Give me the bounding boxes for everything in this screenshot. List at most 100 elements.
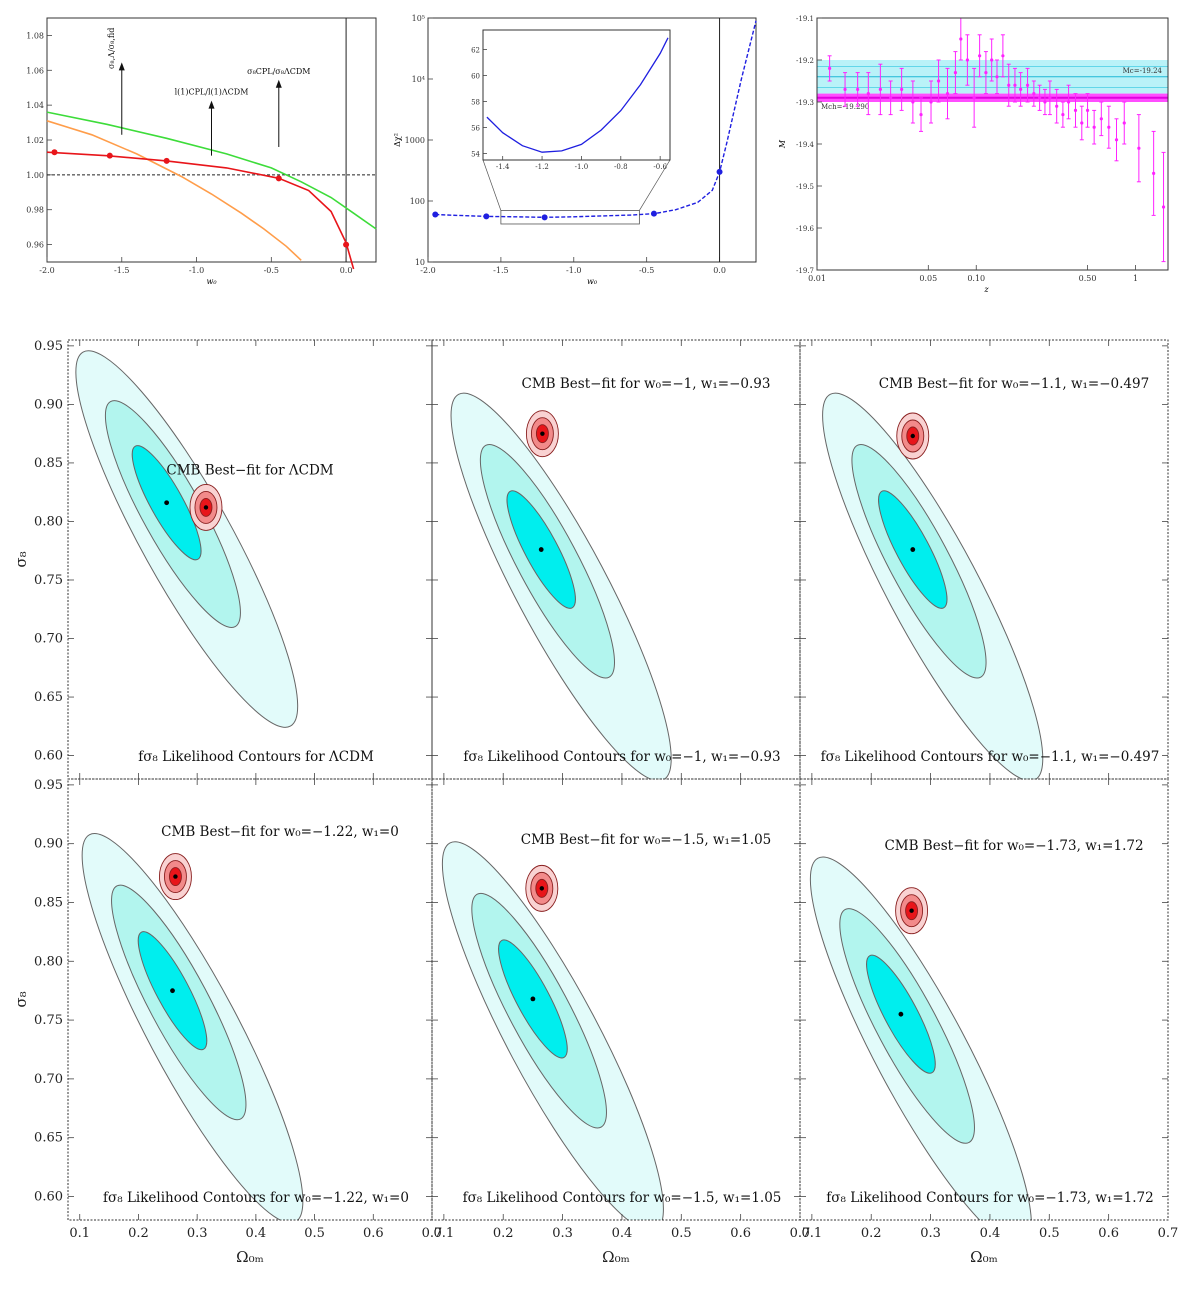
band-label: Mc=-19.24 — [1123, 67, 1163, 75]
data-point — [1043, 100, 1047, 104]
arrow-head-icon — [275, 79, 282, 88]
data-point — [1080, 121, 1084, 125]
data-point — [1001, 54, 1005, 58]
x-tick-label: -1.5 — [493, 266, 508, 275]
x-axis-label: Ω₀ₘ — [236, 1248, 264, 1266]
series-point — [650, 210, 657, 217]
plot-frame — [799, 778, 1169, 1221]
y-tick-label: 0.75 — [34, 573, 63, 588]
x-tick-label: -2.0 — [420, 266, 435, 275]
x-tick-label: 0.3 — [552, 1226, 573, 1241]
contour-plot-area — [441, 841, 664, 1220]
y-tick-label: 1.00 — [26, 171, 44, 180]
x-tick-label: 0.1 — [802, 1226, 823, 1241]
data-point — [866, 92, 870, 96]
data-point — [1066, 100, 1071, 104]
y-tick-label: 1.06 — [26, 66, 44, 75]
x-tick-label: -1.0 — [189, 266, 204, 275]
y-tick-label: 10⁵ — [412, 14, 425, 23]
x-tick-label: 0.4 — [246, 1226, 267, 1241]
y-tick-label: 100 — [410, 197, 425, 206]
data-point — [929, 100, 933, 104]
series-orange-line — [46, 120, 302, 261]
contour-grid: 0.60 0.65 0.70 0.75 0.80 0.85 0.90 0.95 σ₈ CMB Be… — [12, 339, 1178, 1266]
x-axis-label: Ω₀ₘ — [602, 1248, 630, 1266]
y-tick-label: -19.2 — [796, 57, 814, 65]
x-tick-label: 0.3 — [920, 1226, 941, 1241]
data-point — [1107, 125, 1111, 129]
data-point — [900, 87, 904, 91]
y-tick-label: 0.95 — [34, 778, 63, 793]
x-tick-label: 0.7 — [422, 1226, 443, 1241]
series-point — [343, 241, 350, 248]
x-tick-label: 0.2 — [493, 1226, 514, 1241]
y-tick-label: 1000 — [405, 136, 425, 145]
data-point — [936, 79, 941, 83]
y-tick-label: -19.4 — [796, 141, 814, 149]
data-point — [984, 71, 988, 75]
data-point — [978, 54, 982, 58]
data-point — [959, 37, 963, 41]
x-tick-label: -1.5 — [114, 266, 129, 275]
x-tick-label: 0.05 — [919, 274, 937, 283]
data-point — [878, 87, 882, 91]
inset-x-tick-label: -0.6 — [653, 163, 667, 171]
y-tick-label: 10⁴ — [412, 75, 425, 84]
data-point — [843, 87, 847, 91]
data-point — [1085, 108, 1090, 112]
y-axis-label: σ₈ — [12, 991, 30, 1007]
likelihood-subtitle: fσ₈ Likelihood Contours for w₀=−1, w₁=−0… — [463, 749, 780, 765]
contour-panel-6: 0.1 0.2 0.3 0.4 0.5 0.6 0.7 Ω₀ₘ CMB Best−fit for… — [799, 778, 1178, 1266]
contour-panel-4: 0.1 0.2 0.3 0.4 0.5 0.6 0.7 0.60 0.65 0.70 0.75 0.8… — [12, 778, 442, 1266]
cmb-title: CMB Best−fit for w₀=−1.73, w₁=1.72 — [884, 838, 1143, 854]
contour-panel-2: CMB Best−fit for w₀=−1, w₁=−0.93 fσ₈ Like… — [431, 339, 801, 780]
series-point — [275, 175, 282, 182]
annotation-label: σ₈CPL/σ₈ΛCDM — [247, 67, 310, 76]
data-point — [953, 71, 958, 75]
x-axis-label: w₀ — [206, 277, 217, 286]
data-point — [828, 66, 832, 70]
data-point — [919, 113, 923, 117]
data-point — [889, 96, 893, 100]
x-tick-label: 0.4 — [980, 1226, 1001, 1241]
contour-plot-area — [809, 856, 1032, 1220]
panel-top-middle: -2.0 -1.5 -1.0 -0.5 0.0 10 100 1000 10⁴ 10⁵ w₀ Δχ² -… — [393, 14, 757, 286]
y-tick-label: 0.90 — [34, 397, 63, 412]
data-point — [856, 87, 860, 91]
arrow-head-icon — [118, 62, 125, 71]
inset-x-tick-label: -1.0 — [575, 163, 589, 171]
y-axis-label: σ₈ — [12, 551, 30, 567]
inset-y-tick-label: 60 — [471, 73, 480, 81]
cmb-title: CMB Best−fit for w₀=−1.5, w₁=1.05 — [521, 832, 772, 848]
zoom-region — [500, 210, 640, 225]
data-point — [1013, 83, 1017, 87]
y-tick-label: 0.95 — [34, 339, 63, 354]
x-tick-label: 0.5 — [1039, 1226, 1060, 1241]
zoom-connector — [639, 159, 671, 211]
annotation-label: σ₈,Λ/σ₈,fid — [107, 28, 116, 69]
x-tick-label: 0.3 — [187, 1226, 208, 1241]
x-tick-label: 0.5 — [671, 1226, 692, 1241]
cmb-title: CMB Best−fit for ΛCDM — [166, 463, 333, 479]
data-point — [1055, 104, 1059, 108]
x-tick-label: 0.6 — [1098, 1226, 1119, 1241]
y-tick-label: 1.04 — [26, 101, 44, 110]
zoom-connector — [482, 159, 502, 211]
data-point — [965, 58, 970, 62]
data-point — [1161, 205, 1166, 209]
cmb-best-fit-point — [540, 431, 545, 436]
cmb-best-fit-point — [909, 908, 914, 913]
x-tick-label: 0.5 — [304, 1226, 325, 1241]
series-point — [432, 211, 439, 218]
x-tick-label: 0.7 — [790, 1226, 811, 1241]
series-point — [106, 152, 113, 159]
contour-panel-3: CMB Best−fit for w₀=−1.1, w₁=−0.497 fσ₈ L… — [799, 339, 1169, 780]
y-axis-label: M — [778, 139, 787, 149]
y-tick-label: -19.7 — [796, 267, 814, 275]
likelihood-subtitle: fσ₈ Likelihood Contours for w₀=−1.5, w₁=… — [463, 1190, 782, 1206]
x-axis-label: w₀ — [587, 277, 598, 286]
y-tick-label: 0.98 — [26, 206, 44, 215]
cmb-best-fit-point — [539, 886, 545, 891]
inset-frame — [482, 29, 671, 161]
x-tick-label: 0.4 — [612, 1226, 633, 1241]
